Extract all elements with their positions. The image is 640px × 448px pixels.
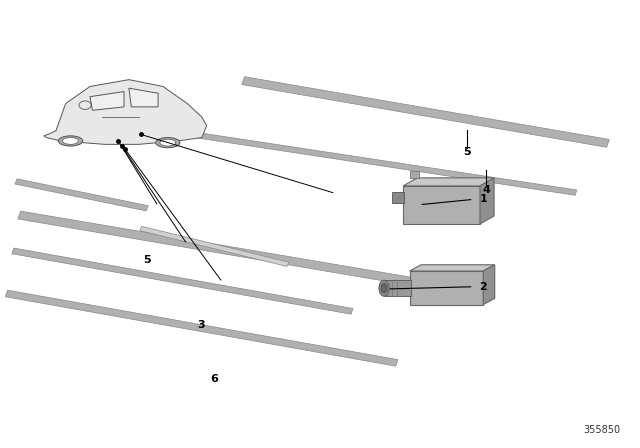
Polygon shape: [480, 178, 494, 224]
FancyBboxPatch shape: [410, 171, 419, 178]
Polygon shape: [403, 178, 494, 186]
Ellipse shape: [58, 136, 83, 146]
Polygon shape: [410, 265, 495, 271]
FancyBboxPatch shape: [403, 186, 480, 224]
Polygon shape: [129, 88, 158, 107]
Text: 2: 2: [479, 282, 487, 292]
Polygon shape: [90, 91, 124, 110]
Polygon shape: [44, 80, 207, 144]
FancyBboxPatch shape: [384, 280, 411, 296]
Polygon shape: [18, 211, 417, 286]
Polygon shape: [5, 290, 398, 366]
Ellipse shape: [379, 280, 389, 296]
Text: 1: 1: [479, 194, 487, 204]
FancyBboxPatch shape: [410, 271, 483, 305]
Text: 355850: 355850: [584, 425, 621, 435]
Ellipse shape: [156, 138, 180, 148]
Text: 3: 3: [198, 320, 205, 330]
Ellipse shape: [63, 138, 79, 144]
Text: 5: 5: [143, 255, 151, 265]
FancyBboxPatch shape: [392, 192, 404, 203]
Ellipse shape: [381, 284, 387, 293]
Polygon shape: [191, 132, 577, 195]
Text: 6: 6: [211, 374, 218, 383]
Polygon shape: [242, 77, 609, 147]
Text: 5: 5: [463, 147, 471, 157]
Polygon shape: [12, 248, 353, 314]
Polygon shape: [140, 226, 289, 267]
Ellipse shape: [160, 139, 176, 146]
Polygon shape: [15, 179, 148, 211]
Polygon shape: [483, 265, 495, 305]
Text: 4: 4: [483, 185, 490, 195]
